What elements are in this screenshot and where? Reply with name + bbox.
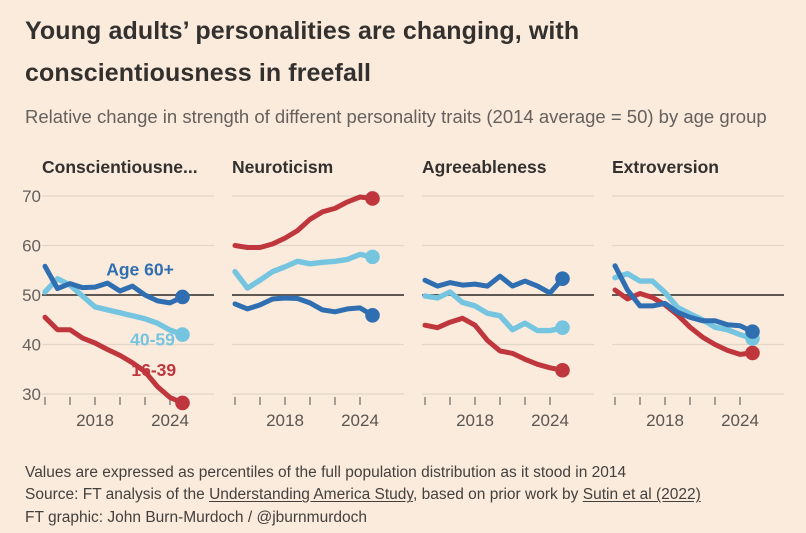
footer: Values are expressed as percentiles of t… bbox=[25, 462, 786, 529]
panel-title: Conscientiousne... bbox=[42, 157, 198, 177]
source-link-sutin-et-al[interactable]: Sutin et al (2022) bbox=[582, 486, 701, 504]
line-age_16_39 bbox=[232, 194, 375, 250]
y-axis-label: 70 bbox=[22, 187, 41, 206]
panel-plot-neuroticism: 2018 2024 bbox=[232, 191, 404, 430]
x-tick-label: 2024 bbox=[151, 411, 189, 430]
panel-title: Agreeableness bbox=[422, 157, 547, 177]
credit-line: FT graphic: John Burn-Murdoch / @jburnmu… bbox=[25, 508, 367, 526]
y-axis: 70 60 50 40 30 bbox=[14, 156, 42, 436]
panel-neuroticism: Neuroticism 2018 2024 bbox=[232, 156, 404, 436]
line-age_16_39 bbox=[42, 314, 185, 406]
y-axis-label: 40 bbox=[22, 336, 41, 355]
panel-title: Neuroticism bbox=[232, 157, 334, 177]
line-age_60_plus bbox=[422, 273, 565, 296]
panel-conscientiousness: Conscientiousne... 2018 2024 Age 60+ 40-59 1… bbox=[42, 156, 214, 436]
x-tick-label: 2018 bbox=[266, 411, 304, 430]
y-axis-label: 60 bbox=[22, 237, 41, 256]
endpoint-dot-age_60_plus bbox=[555, 271, 570, 286]
line-age_60_plus bbox=[42, 263, 185, 306]
x-tick-label: 2024 bbox=[531, 411, 569, 430]
endpoint-dot-age_60_plus bbox=[745, 324, 760, 339]
panel-extroversion: Extroversion 2018 2024 bbox=[612, 156, 784, 436]
x-tick-label: 2024 bbox=[721, 411, 759, 430]
source-link-understanding-america-study[interactable]: Understanding America Study bbox=[209, 486, 413, 504]
small-multiples-chart: 70 60 50 40 30 Conscientiousne... 2018 2024 Ag… bbox=[14, 156, 784, 436]
panel-agreeableness: Agreeableness 2018 2024 bbox=[422, 156, 594, 436]
y-axis-label: 30 bbox=[22, 385, 41, 404]
x-tick-label: 2018 bbox=[456, 411, 494, 430]
line-age_40_59 bbox=[612, 270, 756, 342]
series-label-age_60_plus: Age 60+ bbox=[106, 259, 174, 279]
line-age_60_plus bbox=[232, 295, 375, 318]
footnote: Values are expressed as percentiles of t… bbox=[25, 464, 627, 481]
endpoint-dot-age_16_39 bbox=[365, 191, 380, 206]
series-label-age_40_59: 40-59 bbox=[130, 330, 175, 350]
panel-plot-agreeableness: 2018 2024 bbox=[422, 195, 594, 430]
endpoint-dot-age_16_39 bbox=[745, 345, 760, 361]
panel-title: Extroversion bbox=[612, 157, 719, 177]
line-age_40_59 bbox=[232, 251, 376, 291]
panel-plot-extroversion: 2018 2024 bbox=[612, 195, 784, 430]
line-age_16_39 bbox=[612, 287, 755, 357]
x-tick-label: 2018 bbox=[76, 411, 114, 430]
line-age_16_39 bbox=[422, 315, 565, 373]
endpoint-dot-age_16_39 bbox=[175, 395, 190, 411]
panel-plot-conscientiousness: 2018 2024 Age 60+ 40-59 16-39 bbox=[42, 195, 214, 430]
line-age_60_plus bbox=[612, 263, 755, 335]
x-tick-label: 2024 bbox=[341, 411, 379, 430]
line-age_40_59 bbox=[422, 289, 566, 334]
page-subtitle: Relative change in strength of different… bbox=[25, 106, 767, 127]
endpoint-dot-age_40_59 bbox=[175, 327, 190, 342]
x-tick-label: 2018 bbox=[646, 411, 684, 430]
endpoint-dot-age_40_59 bbox=[365, 249, 380, 265]
panels-row: Conscientiousne... 2018 2024 Age 60+ 40-59 1… bbox=[42, 156, 784, 436]
endpoint-dot-age_60_plus bbox=[175, 289, 190, 305]
endpoint-dot-age_16_39 bbox=[555, 362, 570, 378]
endpoint-dot-age_40_59 bbox=[555, 320, 570, 335]
series-label-age_16_39: 16-39 bbox=[131, 360, 176, 380]
header: Young adults’ personalities are changing… bbox=[0, 0, 806, 134]
page-title: Young adults’ personalities are changing… bbox=[25, 17, 580, 87]
source-line: Source: FT analysis of the Understanding… bbox=[25, 486, 701, 504]
y-axis-labels: 70 60 50 40 30 bbox=[22, 187, 41, 404]
y-axis-label: 50 bbox=[22, 286, 41, 305]
endpoint-dot-age_60_plus bbox=[365, 307, 380, 323]
